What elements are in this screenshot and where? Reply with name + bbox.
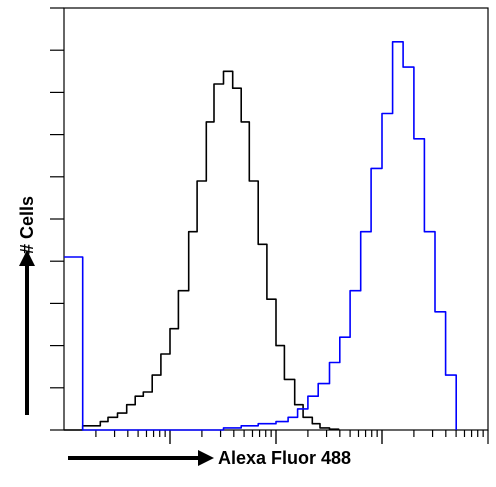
y-axis-label: # Cells: [17, 196, 37, 254]
histogram-series: [64, 41, 457, 431]
histogram-series-1: [64, 70, 340, 431]
x-axis-ticks: [95, 430, 489, 444]
histogram-series-2: [64, 41, 457, 431]
y-axis-ticks: [50, 7, 64, 431]
x-axis-label: Alexa Fluor 488: [218, 448, 351, 468]
x-axis-arrow-head: [198, 450, 214, 466]
y-axis-arrow-head: [19, 250, 35, 266]
